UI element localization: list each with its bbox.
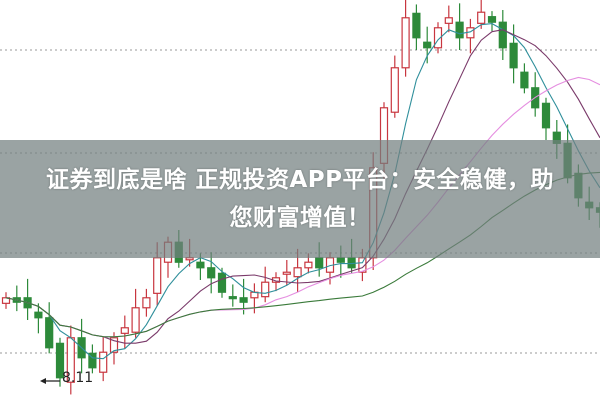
candle-up	[109, 337, 119, 353]
low-price-label: 8.11	[62, 370, 94, 386]
candle-up	[153, 257, 162, 294]
candle-up	[1, 297, 11, 304]
candle-down	[45, 317, 54, 349]
candle-down	[34, 311, 43, 319]
moving-average-lines	[5, 23, 600, 360]
candle-down	[88, 352, 97, 369]
candle-up	[444, 17, 453, 24]
candle-up	[131, 307, 140, 333]
candle-down	[455, 21, 464, 39]
candle-up	[304, 261, 313, 269]
ma5-line	[5, 23, 600, 360]
candle-up	[282, 271, 291, 275]
low-marker-arrow	[40, 378, 60, 384]
candle-down	[487, 16, 497, 23]
candle-down	[520, 71, 529, 89]
candle-down	[336, 257, 345, 263]
candle-down	[412, 12, 421, 39]
candle-down	[498, 21, 507, 49]
candle-down	[228, 296, 237, 300]
candle-down	[347, 257, 356, 269]
candle-up	[99, 351, 108, 373]
candle-down	[196, 261, 205, 269]
candle-down	[207, 267, 216, 279]
ma10-line	[5, 29, 600, 344]
candle-up	[401, 17, 410, 69]
candle-down	[423, 41, 432, 49]
candle-up	[293, 267, 302, 278]
candle-up	[185, 257, 194, 261]
candle-down	[541, 102, 551, 129]
candle-up	[477, 11, 486, 24]
candle-down	[217, 272, 227, 293]
candle-down	[315, 257, 324, 269]
candle-up	[120, 327, 129, 334]
candle-up	[142, 297, 151, 309]
banner-title-line1: 证券到底是啥 正规投资APP平台：安全稳健，助	[45, 167, 555, 193]
candle-down	[55, 342, 65, 379]
candle-up	[433, 27, 443, 49]
candle-down	[239, 297, 248, 303]
candle-up	[390, 67, 399, 113]
title-banner: 证券到底是啥 正规投资APP平台：安全稳健，助 您财富增值！	[0, 140, 600, 258]
banner-title-line2: 您财富增值！	[229, 205, 371, 231]
candle-down	[509, 42, 518, 69]
candle-up	[261, 281, 270, 298]
